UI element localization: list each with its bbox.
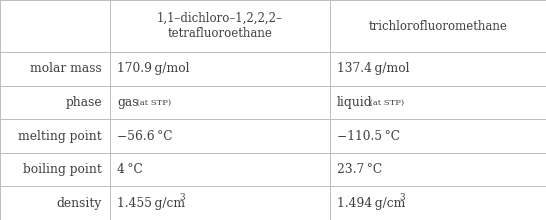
Text: −56.6 °C: −56.6 °C: [117, 130, 173, 143]
Text: 1,1–dichloro–1,2,2,2–
tetrafluoroethane: 1,1–dichloro–1,2,2,2– tetrafluoroethane: [157, 12, 283, 40]
Text: 3: 3: [399, 193, 405, 202]
Text: liquid: liquid: [337, 96, 372, 109]
Text: gas: gas: [117, 96, 139, 109]
Text: 23.7 °C: 23.7 °C: [337, 163, 382, 176]
Text: density: density: [57, 197, 102, 210]
Text: −110.5 °C: −110.5 °C: [337, 130, 400, 143]
Text: phase: phase: [66, 96, 102, 109]
Text: (at STP): (at STP): [134, 98, 171, 106]
Text: 1.494 g/cm: 1.494 g/cm: [337, 197, 405, 210]
Text: boiling point: boiling point: [23, 163, 102, 176]
Text: 137.4 g/mol: 137.4 g/mol: [337, 62, 410, 75]
Text: trichlorofluoromethane: trichlorofluoromethane: [369, 20, 507, 33]
Text: 3: 3: [179, 193, 185, 202]
Text: melting point: melting point: [18, 130, 102, 143]
Text: (at STP): (at STP): [367, 98, 405, 106]
Text: 1.455 g/cm: 1.455 g/cm: [117, 197, 185, 210]
Text: molar mass: molar mass: [30, 62, 102, 75]
Text: 4 °C: 4 °C: [117, 163, 143, 176]
Text: 170.9 g/mol: 170.9 g/mol: [117, 62, 189, 75]
